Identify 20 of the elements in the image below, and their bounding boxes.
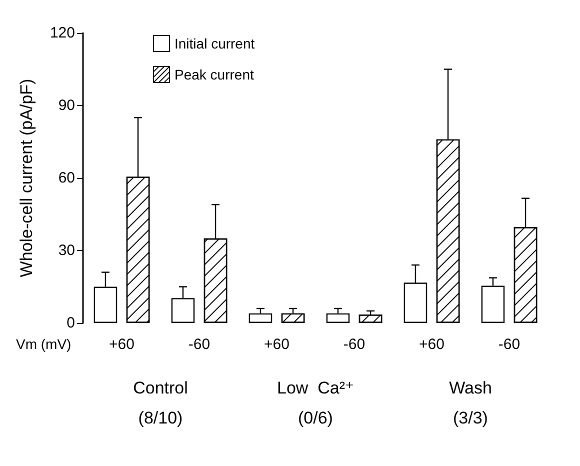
text: Vm (mV) — [16, 336, 72, 352]
legend-label: Peak current — [174, 66, 254, 82]
x-tick-label: -60 — [343, 336, 366, 353]
y-tick-label: 120 — [50, 24, 75, 42]
bar — [248, 313, 272, 323]
x-tick-label: +60 — [264, 336, 290, 353]
bar — [326, 313, 350, 323]
x-tick-label: +60 — [419, 336, 444, 353]
y-tick-label: 90 — [58, 97, 75, 114]
y-tick-label: 60 — [58, 170, 75, 186]
text: Wash (3/3) — [449, 378, 492, 428]
x-tick-label: -60 — [188, 336, 210, 353]
x-tick-label: +60 — [109, 336, 134, 353]
x-tick-label: -60 — [498, 336, 520, 353]
text: Control (8/10) — [133, 378, 188, 428]
y-tick-label: 30 — [58, 242, 75, 259]
y-tick-label: 0 — [66, 314, 75, 332]
y-axis-title: Whole-cell current (pA/pF) — [17, 78, 36, 278]
text: Low Ca²⁺ (0/6) — [277, 378, 354, 428]
legend-label: Initial current — [174, 36, 255, 52]
